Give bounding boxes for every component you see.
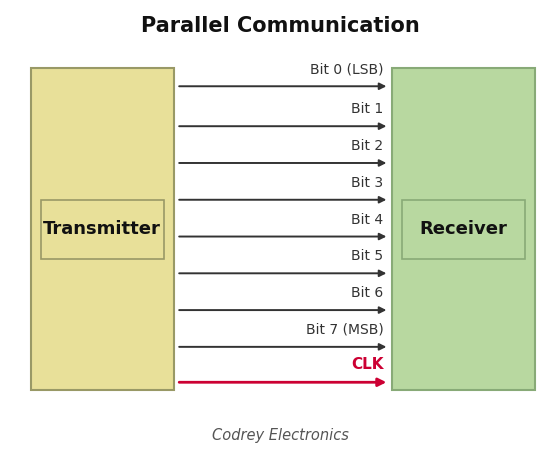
Text: Bit 6: Bit 6 bbox=[351, 286, 384, 300]
Bar bbox=[41, 200, 164, 259]
Text: Codrey Electronics: Codrey Electronics bbox=[212, 428, 348, 443]
Bar bbox=[31, 68, 174, 390]
Text: Transmitter: Transmitter bbox=[43, 220, 161, 238]
Text: Parallel Communication: Parallel Communication bbox=[141, 16, 419, 36]
Text: Bit 5: Bit 5 bbox=[352, 249, 384, 263]
Text: Bit 2: Bit 2 bbox=[352, 139, 384, 153]
Text: Bit 1: Bit 1 bbox=[351, 102, 384, 116]
Text: CLK: CLK bbox=[351, 357, 384, 372]
Text: Receiver: Receiver bbox=[419, 220, 507, 238]
Text: Bit 3: Bit 3 bbox=[352, 176, 384, 190]
Text: Bit 4: Bit 4 bbox=[352, 212, 384, 227]
Text: Bit 0 (LSB): Bit 0 (LSB) bbox=[310, 62, 384, 76]
Text: Bit 7 (MSB): Bit 7 (MSB) bbox=[306, 323, 384, 337]
Bar bbox=[392, 68, 535, 390]
Bar bbox=[402, 200, 525, 259]
